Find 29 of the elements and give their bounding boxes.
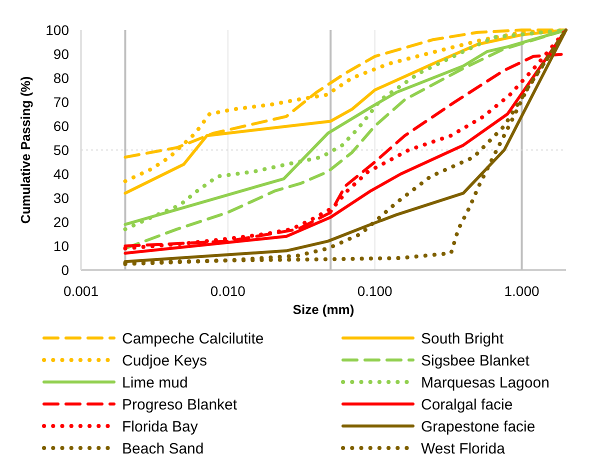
y-tick-label: 60 <box>53 118 70 134</box>
legend-label: Beach Sand <box>122 440 204 458</box>
y-tick-label: 90 <box>53 46 70 62</box>
y-axis-title: Cumulative Passing (%) <box>18 76 33 224</box>
x-axis-title: Size (mm) <box>292 302 354 317</box>
y-tick-label: 20 <box>53 214 70 230</box>
y-tick-label: 0 <box>61 262 70 278</box>
legend-label: Campeche Calcilutite <box>122 330 264 348</box>
legend-label: Lime mud <box>122 374 188 392</box>
x-tick-label: 0.001 <box>63 283 99 299</box>
legend-label: Marquesas Lagoon <box>421 374 550 392</box>
legend-label: Florida Bay <box>122 418 198 436</box>
legend-label: Grapestone facie <box>421 418 536 436</box>
legend-label: West Florida <box>421 440 506 458</box>
legend-label: South Bright <box>421 330 504 348</box>
legend-label: Sigsbee Blanket <box>421 352 530 370</box>
y-tick-label: 10 <box>53 238 70 254</box>
y-tick-label: 30 <box>53 190 70 206</box>
y-tick-label: 80 <box>53 70 70 86</box>
y-tick-label: 40 <box>53 166 70 182</box>
legend-label: Coralgal facie <box>421 396 513 414</box>
x-tick-label: 0.010 <box>210 283 246 299</box>
y-tick-label: 70 <box>53 94 70 110</box>
legend-label: Cudjoe Keys <box>122 352 208 370</box>
y-tick-label: 50 <box>53 142 70 158</box>
x-tick-label: 1.000 <box>504 283 540 299</box>
y-tick-label: 100 <box>46 22 70 38</box>
legend-label: Progreso Blanket <box>122 396 238 414</box>
x-tick-label: 0.100 <box>357 283 393 299</box>
